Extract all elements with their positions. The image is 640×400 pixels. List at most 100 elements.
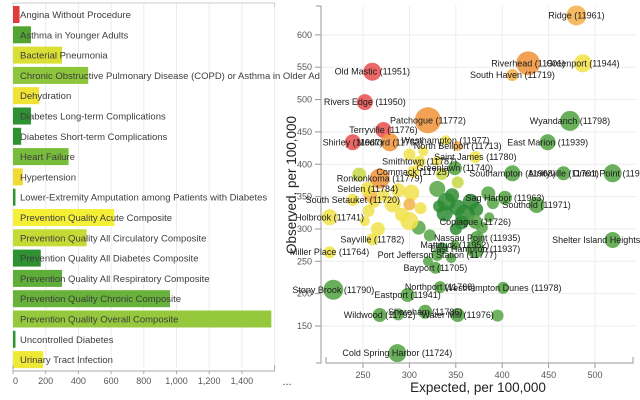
scatter-point-shoreham[interactable]: [418, 304, 433, 319]
scatter-point[interactable]: [422, 256, 433, 267]
scatter-point[interactable]: [486, 197, 499, 210]
scatter-point[interactable]: [403, 184, 420, 201]
bar-prevention-quality-all-diabetes-composite[interactable]: [13, 249, 41, 267]
scatter-point[interactable]: [370, 221, 385, 236]
scatter-point-patchogue[interactable]: [414, 107, 441, 134]
bar-diabetes-long-term-complications[interactable]: [13, 107, 31, 125]
tick-label: 600: [104, 376, 119, 386]
scatter-point[interactable]: [484, 212, 495, 223]
scatter-point-mattituck[interactable]: [449, 240, 460, 251]
scatter-point[interactable]: [403, 198, 416, 211]
scatter-point[interactable]: [469, 202, 484, 217]
scatter-point-westhampton-dunes[interactable]: [497, 281, 510, 294]
scatter-point-southold[interactable]: [528, 197, 545, 214]
scatter-point-rivers-edge[interactable]: [356, 94, 373, 111]
bar-chronic-obstructive-pulmonary-disease-copd-or-asthma-in-older-ad[interactable]: [13, 66, 89, 84]
scatter-point[interactable]: [445, 188, 460, 203]
scatter-point[interactable]: [400, 212, 419, 231]
scatter-point[interactable]: [433, 200, 446, 213]
scatter-point-old-mastic[interactable]: [363, 62, 382, 81]
scatter-point[interactable]: [392, 308, 405, 321]
scatter-point-label: Sayville (11782): [340, 234, 404, 244]
scatter-point-bayport[interactable]: [429, 261, 442, 274]
bar-prevention-quality-all-respiratory-composite[interactable]: [13, 269, 63, 287]
bar-dehydration[interactable]: [13, 87, 40, 105]
scatter-point-wildwood[interactable]: [372, 308, 387, 323]
bar-prevention-quality-chronic-composite[interactable]: [13, 290, 170, 308]
bar-label: Chronic Obstructive Pulmonary Disease (C…: [20, 71, 320, 82]
bar-urinary-tract-infection[interactable]: [13, 351, 44, 369]
bar-prevention-quality-all-circulatory-composite[interactable]: [13, 229, 87, 247]
scatter-point[interactable]: [403, 148, 416, 161]
scatter-point-port-jefferson-station[interactable]: [431, 248, 444, 261]
scatter-point[interactable]: [435, 167, 448, 180]
scatter-point-label: Bayport (11705): [403, 263, 467, 273]
scatter-point[interactable]: [423, 229, 436, 242]
scatter-point-saint-james[interactable]: [469, 151, 482, 164]
scatter-point-east-marion[interactable]: [539, 134, 556, 151]
scatter-point[interactable]: [451, 176, 464, 189]
bar-angina-without-procedure[interactable]: [13, 6, 20, 23]
scatter-point-holbrook[interactable]: [321, 209, 338, 226]
scatter-point-eastport[interactable]: [400, 287, 415, 302]
scatter-point-selden[interactable]: [360, 181, 375, 196]
scatter-point-smithtown[interactable]: [413, 155, 426, 168]
bar-prevention-quality-acute-composite[interactable]: [13, 209, 115, 226]
scatter-point[interactable]: [481, 186, 496, 201]
scatter-point-greenlawn[interactable]: [447, 161, 462, 176]
scatter-point[interactable]: [391, 183, 406, 198]
scatter-point-wyandanch[interactable]: [559, 110, 580, 131]
scatter-point-ronkonkoma[interactable]: [369, 168, 390, 189]
scatter-point[interactable]: [418, 146, 429, 157]
scatter-point[interactable]: [359, 216, 370, 227]
scatter-point-north-bellport[interactable]: [452, 141, 463, 152]
scatter-point-shelter-island-heights[interactable]: [604, 231, 621, 248]
scatter-point[interactable]: [449, 222, 462, 235]
tick-label: 600: [297, 30, 312, 40]
scatter-point-southampton[interactable]: [504, 165, 521, 182]
scatter-point-greenport[interactable]: [573, 54, 592, 73]
scatter-point[interactable]: [446, 253, 457, 264]
scatter-point-miller-place[interactable]: [323, 246, 336, 259]
bar-uncontrolled-diabetes[interactable]: [13, 330, 16, 348]
bar-hypertension[interactable]: [13, 168, 23, 186]
scatter-point-label: Patchogue (11772): [390, 115, 466, 125]
scatter-point[interactable]: [432, 156, 443, 167]
scatter-point-medford[interactable]: [380, 133, 399, 152]
bar-lower-extremity-amputation-among-patients-with-diabetes[interactable]: [13, 188, 16, 206]
scatter-point-stony-brook[interactable]: [323, 279, 344, 300]
scatter-point-south-setauket[interactable]: [346, 193, 359, 206]
bar-bacterial-pneumonia[interactable]: [13, 46, 63, 64]
scatter-point-cold-spring-harbor[interactable]: [388, 344, 407, 363]
scatter-point-copiague[interactable]: [468, 214, 483, 229]
scatter-point-commack[interactable]: [407, 166, 420, 179]
scatter-point[interactable]: [429, 180, 446, 197]
scatter-point-shirley[interactable]: [344, 134, 361, 151]
scatter-point-sayville[interactable]: [366, 233, 379, 246]
scatter-point[interactable]: [362, 204, 375, 217]
scatter-point-orient-point[interactable]: [603, 164, 622, 183]
scatter-point-sag-harbor[interactable]: [497, 190, 512, 205]
scatter-point[interactable]: [491, 309, 504, 322]
scatter-point-south-haven[interactable]: [506, 68, 519, 81]
scatter-point-northport[interactable]: [434, 281, 447, 294]
scatter-point-water-mill[interactable]: [450, 308, 465, 323]
scatter-point[interactable]: [414, 202, 427, 215]
bar-asthma-in-younger-adults[interactable]: [13, 26, 31, 44]
bar-label: Prevention Quality Chronic Composite: [20, 294, 181, 305]
scatter-point-riverhead[interactable]: [516, 51, 541, 76]
scatter-point[interactable]: [377, 189, 390, 202]
bar-label: Prevention Quality All Respiratory Compo…: [20, 274, 210, 285]
tick-label: 300: [402, 370, 417, 380]
scatter-point[interactable]: [352, 167, 367, 182]
scatter-point-amityville[interactable]: [556, 166, 571, 181]
scatter-point-east-hampton[interactable]: [466, 240, 485, 259]
bar-heart-failure[interactable]: [13, 148, 69, 166]
scatter-point-label: Wildwood (11792): [344, 310, 416, 320]
scatter-point-label: Water Mill (11976): [421, 310, 494, 320]
scatter-point-ridge[interactable]: [566, 5, 587, 26]
scatter-point-westhampton[interactable]: [440, 135, 451, 146]
bar-diabetes-short-term-complications[interactable]: [13, 127, 22, 145]
bar-prevention-quality-overall-composite[interactable]: [13, 310, 272, 328]
scatter-point[interactable]: [384, 196, 401, 213]
